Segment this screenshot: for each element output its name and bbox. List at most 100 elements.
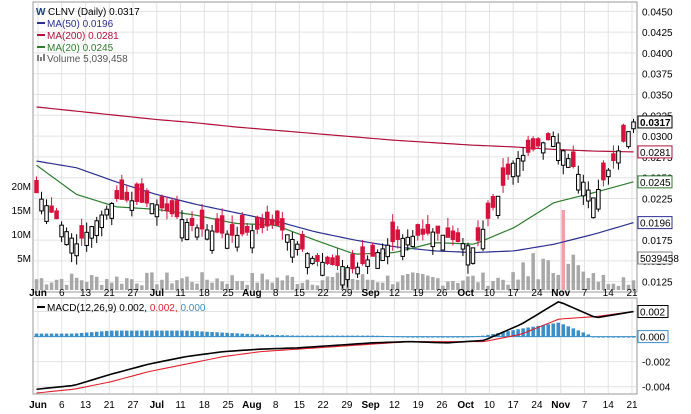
volume-bar: [89, 275, 94, 290]
candle-body: [380, 248, 385, 262]
volume-bar: [616, 285, 621, 290]
macd-x-tick-label: 7: [582, 400, 588, 411]
macd-histogram-bar: [556, 322, 560, 337]
svg-text:MA(200) 0.0281: MA(200) 0.0281: [47, 31, 119, 42]
gridlines: [34, 3, 636, 393]
macd-histogram-bar: [150, 330, 154, 337]
price-panel: [32, 1, 638, 293]
macd-x-tick-label: 15: [294, 400, 306, 411]
macd-histogram-bar: [270, 334, 275, 337]
macd-x-tick-label: Aug: [242, 400, 261, 411]
volume-bar: [526, 276, 530, 290]
value-badges: 0.0317 0.0281 0.0245 0.0196 5039458 0.002 0.00…: [637, 115, 679, 344]
candle-body: [265, 211, 270, 227]
price-tick-label: 0.0175: [642, 236, 673, 247]
volume-bar: [395, 282, 400, 290]
macd-histogram-bar: [526, 327, 530, 337]
volume-bar: [506, 284, 510, 290]
volume-bar: [215, 278, 219, 290]
ticker-symbol: CLNV: [48, 7, 75, 18]
volume-bar: [115, 276, 119, 290]
candle-body: [606, 169, 611, 178]
volume-bar: [54, 279, 59, 290]
candle-body: [360, 246, 365, 265]
candle-body: [621, 124, 626, 142]
volume-bar: [205, 279, 209, 290]
volume-bar: [285, 275, 290, 290]
macd-histogram-bar: [541, 325, 545, 337]
candle-body: [114, 190, 120, 200]
candle-body: [139, 183, 145, 203]
candle-body: [310, 257, 315, 265]
volume-bar: [581, 271, 586, 290]
candle-body: [260, 218, 265, 229]
volume-tick-label: 5M: [17, 254, 31, 265]
candle-body: [355, 266, 360, 275]
histogram-value: 0.000: [180, 303, 205, 314]
candle-body: [390, 221, 395, 243]
candle-body: [109, 202, 115, 219]
candle-body: [94, 220, 99, 237]
x-tick-label: 8: [273, 288, 279, 299]
price-tick-label: 0.0300: [642, 132, 673, 143]
volume-bar: [566, 263, 571, 290]
macd-histogram-bar: [180, 330, 184, 337]
macd-histogram-bar: [255, 334, 259, 337]
macd-histogram-bar: [205, 331, 209, 337]
macd-histogram-bar: [190, 330, 194, 337]
candle-body: [249, 230, 255, 249]
macd-histogram-bar: [385, 336, 390, 338]
macd-histogram-bar: [481, 335, 485, 337]
x-tick-label: 24: [531, 288, 543, 299]
x-tick-label: 26: [436, 288, 448, 299]
candle-body: [480, 228, 486, 250]
candle-body: [320, 261, 325, 276]
macd-histogram-bar: [380, 335, 385, 337]
macd-histogram-bar: [335, 335, 340, 337]
candle-body: [214, 218, 220, 233]
signal-value: 0.002,: [150, 303, 178, 314]
svg-text:MACD(12,26,9) 0.002,: MACD(12,26,9) 0.002, 0.002, 0.000: [47, 303, 206, 314]
candle-body: [134, 183, 140, 203]
macd-x-tick-label: 14: [603, 400, 615, 411]
candle-body: [525, 139, 531, 153]
macd-histogram-bar: [300, 335, 305, 337]
macd-histogram-bar: [305, 335, 310, 337]
volume-bar: [290, 276, 295, 290]
macd-histogram-bar: [285, 335, 290, 337]
macd-histogram-bar: [250, 334, 254, 337]
candle-body: [164, 203, 170, 212]
price-badge: [637, 175, 673, 189]
macd-histogram-bar: [461, 336, 465, 338]
volume-bar: [225, 283, 229, 290]
volume-bar: [104, 279, 109, 290]
candle-body: [49, 205, 54, 213]
x-tick-label: 11: [175, 288, 186, 299]
macd-histogram-bar: [581, 332, 586, 337]
volume-bar: [34, 279, 39, 290]
svg-text:Volume 5,039,458: Volume 5,039,458: [47, 54, 128, 65]
candle-body: [520, 154, 526, 162]
price-badge: [637, 145, 673, 159]
macd-histogram-bar: [170, 330, 174, 337]
macd-x-tick-label: 27: [127, 400, 139, 411]
macd-histogram-bar: [601, 336, 606, 338]
price-tick-label: 0.0125: [642, 278, 673, 289]
macd-x-tick-label: 12: [389, 400, 401, 411]
candle-body: [194, 227, 200, 238]
candle-body: [581, 181, 586, 197]
macd-histogram-bar: [94, 331, 99, 337]
candle-body: [149, 203, 155, 215]
macd-histogram-bar: [606, 336, 611, 338]
macd-histogram-bar: [431, 336, 435, 338]
macd-badge-label: 0.000: [640, 333, 665, 344]
macd-histogram-bar: [531, 326, 535, 337]
macd-x-tick-label: 17: [508, 400, 520, 411]
macd-histogram-bar: [566, 326, 571, 337]
macd-histogram-bar: [89, 332, 94, 337]
macd-histogram-bar: [59, 333, 64, 337]
macd-histogram-bar: [69, 333, 74, 337]
macd-histogram-bar: [39, 333, 44, 337]
volume-bar: [461, 280, 465, 290]
volume-bar: [426, 275, 430, 290]
